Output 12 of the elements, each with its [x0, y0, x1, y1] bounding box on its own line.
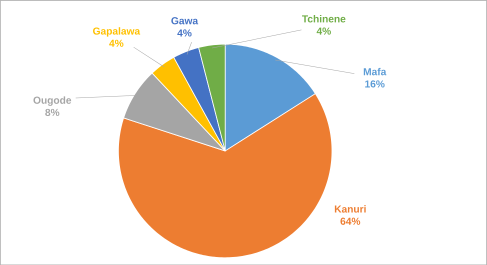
data-label: 4% [109, 40, 124, 47]
data-label: 4% [177, 29, 192, 36]
data-label: 8% [45, 108, 60, 116]
slice-label: Gawa [171, 17, 198, 24]
data-label: 4% [316, 27, 331, 35]
slice-label: Mafa [364, 68, 386, 76]
slice-label: Tchinene [302, 14, 346, 22]
slice-label: Ougode [33, 96, 72, 106]
data-label: 16% [365, 80, 385, 88]
slice-label: Kanuri [334, 205, 366, 213]
data-label: 64% [340, 218, 360, 225]
slice-label: Gapalawa [93, 27, 140, 37]
